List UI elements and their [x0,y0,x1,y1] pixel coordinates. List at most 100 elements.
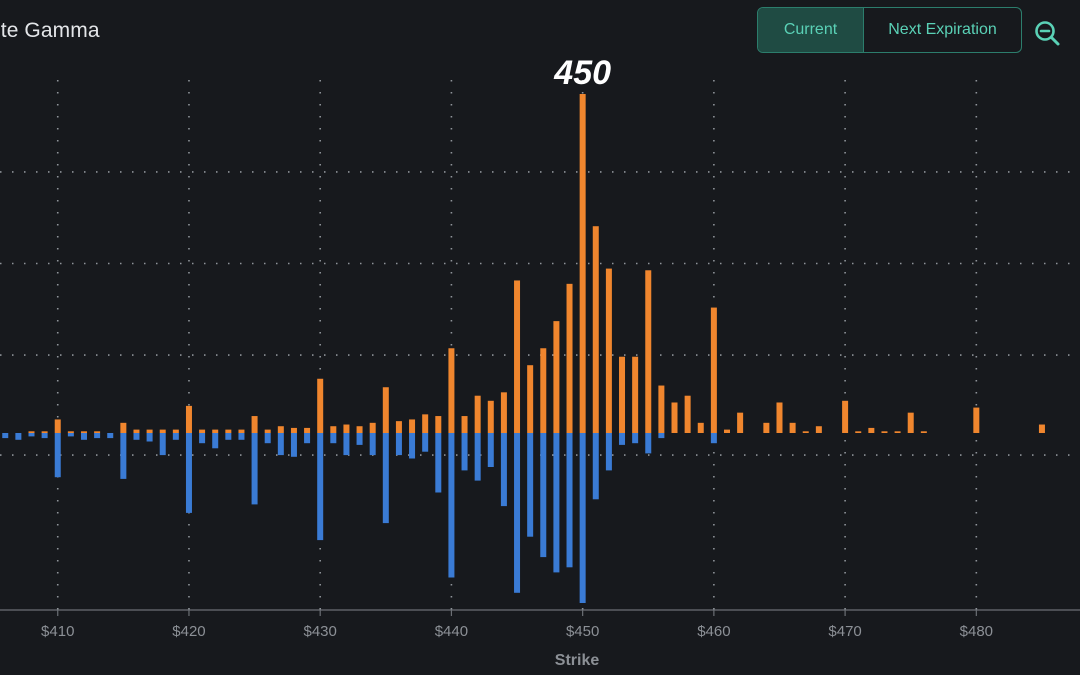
bar-positive[interactable] [251,416,258,433]
bar-positive[interactable] [212,429,219,433]
bar-positive[interactable] [605,268,612,433]
bar-positive[interactable] [290,427,297,433]
bar-negative[interactable] [277,433,284,456]
bar-negative[interactable] [304,433,311,444]
bar-positive[interactable] [382,387,389,433]
bar-positive[interactable] [133,429,140,433]
bar-negative[interactable] [553,433,560,573]
bar-positive[interactable] [54,419,61,433]
bar-positive[interactable] [723,429,730,433]
bar-negative[interactable] [514,433,521,593]
bar-negative[interactable] [566,433,573,568]
bar-positive[interactable] [238,429,245,433]
bar-positive[interactable] [789,422,796,433]
bar-negative[interactable] [435,433,442,493]
bar-negative[interactable] [94,433,101,439]
bar-negative[interactable] [474,433,481,481]
bar-positive[interactable] [881,431,888,433]
bar-positive[interactable] [527,365,534,433]
bar-positive[interactable] [461,416,468,433]
bar-positive[interactable] [697,422,704,433]
bar-negative[interactable] [251,433,258,505]
bar-positive[interactable] [671,402,678,433]
bar-negative[interactable] [238,433,245,440]
bar-positive[interactable] [317,378,324,433]
current-button[interactable]: Current [758,8,864,52]
bar-positive[interactable] [41,431,48,433]
bar-positive[interactable] [592,226,599,433]
bar-negative[interactable] [540,433,547,558]
bar-positive[interactable] [277,426,284,433]
bar-negative[interactable] [330,433,337,444]
bar-negative[interactable] [159,433,166,456]
bar-negative[interactable] [199,433,206,444]
bar-positive[interactable] [146,429,153,433]
bar-positive[interactable] [815,426,822,433]
bar-negative[interactable] [461,433,468,471]
bar-negative[interactable] [107,433,114,439]
bar-negative[interactable] [409,433,416,459]
bar-positive[interactable] [120,422,127,433]
bar-negative[interactable] [632,433,639,444]
bar-negative[interactable] [41,433,48,439]
bar-negative[interactable] [500,433,507,507]
bar-positive[interactable] [94,431,101,433]
bar-positive[interactable] [684,395,691,433]
bar-negative[interactable] [185,433,192,513]
bar-positive[interactable] [500,392,507,433]
bar-negative[interactable] [487,433,494,467]
bar-negative[interactable] [67,433,74,437]
bar-negative[interactable] [382,433,389,524]
bar-positive[interactable] [80,431,87,433]
bar-negative[interactable] [710,433,717,444]
zoom-button[interactable] [1033,19,1063,49]
bar-negative[interactable] [422,433,429,452]
next-expiration-button[interactable]: Next Expiration [888,21,997,38]
bar-negative[interactable] [2,433,9,439]
bar-negative[interactable] [146,433,153,442]
bar-positive[interactable] [710,307,717,433]
bar-positive[interactable] [422,414,429,433]
bar-negative[interactable] [225,433,232,440]
bar-positive[interactable] [894,431,901,433]
bar-positive[interactable] [264,429,271,433]
bar-positive[interactable] [448,348,455,433]
bar-positive[interactable] [737,412,744,433]
bar-positive[interactable] [973,407,980,433]
bar-positive[interactable] [343,424,350,433]
bar-positive[interactable] [553,321,560,433]
bar-negative[interactable] [15,433,22,440]
bar-negative[interactable] [317,433,324,541]
bar-negative[interactable] [356,433,363,445]
bar-positive[interactable] [632,356,639,433]
bar-negative[interactable] [592,433,599,500]
bar-positive[interactable] [619,356,626,433]
bar-negative[interactable] [120,433,127,479]
bar-positive[interactable] [540,348,547,433]
bar-positive[interactable] [172,429,179,433]
bar-positive[interactable] [842,400,849,433]
bar-negative[interactable] [343,433,350,456]
bar-positive[interactable] [28,431,35,433]
bar-positive[interactable] [487,400,494,433]
bar-positive[interactable] [579,94,586,433]
bar-positive[interactable] [658,385,665,433]
bar-negative[interactable] [369,433,376,456]
bar-negative[interactable] [645,433,652,454]
bar-negative[interactable] [133,433,140,440]
bar-positive[interactable] [435,416,442,433]
bar-positive[interactable] [67,431,74,433]
bar-negative[interactable] [619,433,626,445]
bar-negative[interactable] [80,433,87,440]
bar-negative[interactable] [28,433,35,437]
bar-positive[interactable] [159,429,166,433]
bar-positive[interactable] [304,427,311,433]
bar-positive[interactable] [645,270,652,433]
bar-positive[interactable] [1038,424,1045,433]
bar-negative[interactable] [448,433,455,578]
bar-negative[interactable] [395,433,402,456]
bar-positive[interactable] [566,283,573,433]
bar-positive[interactable] [225,429,232,433]
bar-positive[interactable] [855,431,862,433]
bar-positive[interactable] [369,422,376,433]
